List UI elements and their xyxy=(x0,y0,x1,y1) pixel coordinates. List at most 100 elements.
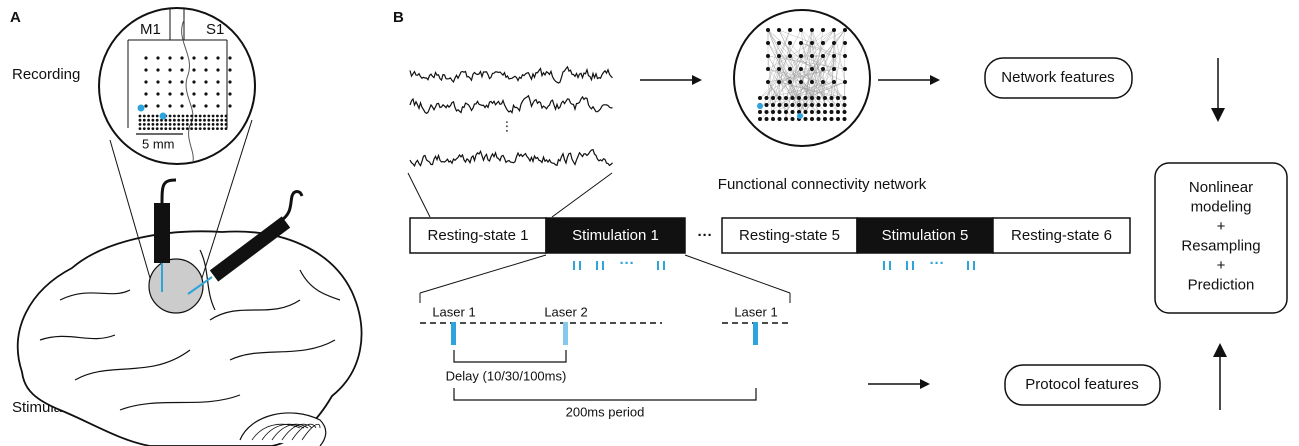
block-label: Resting-state 1 xyxy=(428,227,529,244)
electrode xyxy=(177,115,180,118)
network-node xyxy=(843,80,847,84)
network-node xyxy=(817,110,821,114)
laser-label: Laser 1 xyxy=(734,304,777,319)
electrode xyxy=(192,92,195,95)
electrode xyxy=(143,119,146,122)
electrode xyxy=(169,123,172,126)
electrode xyxy=(144,56,147,59)
electrode xyxy=(152,127,155,130)
electrode xyxy=(225,123,228,126)
network-node xyxy=(830,103,834,107)
model-label: Nonlinear xyxy=(1189,179,1253,196)
electrode xyxy=(152,123,155,126)
delay-label: Delay (10/30/100ms) xyxy=(446,368,567,383)
network-node xyxy=(788,41,792,45)
network-node xyxy=(766,54,770,58)
signal-ellipsis: ⋮ xyxy=(501,118,514,133)
network-node xyxy=(817,117,821,121)
electrode xyxy=(203,123,206,126)
electrode xyxy=(228,92,231,95)
electrode xyxy=(199,119,202,122)
timeline-ellipsis: ··· xyxy=(698,227,713,244)
electrode xyxy=(220,123,223,126)
network-node xyxy=(810,110,814,114)
region-label: M1 xyxy=(140,21,161,38)
line xyxy=(552,173,612,217)
electrode xyxy=(225,127,228,130)
network-node xyxy=(836,96,840,100)
network-node xyxy=(830,96,834,100)
electrode xyxy=(147,115,150,118)
network-node xyxy=(843,103,847,107)
line xyxy=(408,173,430,217)
network-node xyxy=(788,67,792,71)
electrode xyxy=(204,104,207,107)
line xyxy=(685,255,790,293)
electrode xyxy=(220,115,223,118)
probe-cable xyxy=(282,192,302,221)
network-node xyxy=(766,41,770,45)
block-label: Resting-state 6 xyxy=(1011,227,1112,244)
electrode xyxy=(139,123,142,126)
electrode xyxy=(143,123,146,126)
period-label: 200ms period xyxy=(566,404,645,419)
laser-pulse xyxy=(451,322,456,345)
electrode xyxy=(195,119,198,122)
electrode xyxy=(190,127,193,130)
electrode xyxy=(147,119,150,122)
network-node xyxy=(758,110,762,114)
network-node xyxy=(823,96,827,100)
network-node xyxy=(791,117,795,121)
electrode xyxy=(177,127,180,130)
network-node xyxy=(758,117,762,121)
network-node xyxy=(797,96,801,100)
network-node xyxy=(817,96,821,100)
pulse-ellipsis: ··· xyxy=(930,255,945,272)
signal-trace xyxy=(410,96,613,114)
electrode xyxy=(192,68,195,71)
electrode xyxy=(216,123,219,126)
network-node xyxy=(788,54,792,58)
network-node xyxy=(788,80,792,84)
electrode xyxy=(212,127,215,130)
network-node xyxy=(777,80,781,84)
electrode xyxy=(182,119,185,122)
electrode xyxy=(186,127,189,130)
network-node xyxy=(836,110,840,114)
electrode xyxy=(203,127,206,130)
network-node xyxy=(823,117,827,121)
electrode xyxy=(173,123,176,126)
network-node xyxy=(791,103,795,107)
electrode xyxy=(204,56,207,59)
electrode xyxy=(216,115,219,118)
electrode xyxy=(180,68,183,71)
electrode xyxy=(216,68,219,71)
network-node xyxy=(843,117,847,121)
electrode xyxy=(228,80,231,83)
electrode xyxy=(160,123,163,126)
model-label: + xyxy=(1217,257,1226,274)
region-label: S1 xyxy=(206,21,224,38)
electrode xyxy=(144,80,147,83)
network-node xyxy=(810,67,814,71)
network-node xyxy=(765,110,769,114)
network-node xyxy=(799,41,803,45)
network-node xyxy=(810,96,814,100)
feature-label: Network features xyxy=(1001,69,1114,86)
electrode xyxy=(204,80,207,83)
electrode xyxy=(156,80,159,83)
electrode xyxy=(144,104,147,107)
network-node xyxy=(821,28,825,32)
electrode xyxy=(147,123,150,126)
network-node xyxy=(778,96,782,100)
network-node xyxy=(804,117,808,121)
network-node xyxy=(823,103,827,107)
electrode xyxy=(152,115,155,118)
network-node xyxy=(804,110,808,114)
stim-node xyxy=(797,113,803,119)
electrode xyxy=(203,119,206,122)
electrode xyxy=(228,56,231,59)
electrode xyxy=(190,115,193,118)
network-node xyxy=(832,80,836,84)
electrode xyxy=(164,127,167,130)
